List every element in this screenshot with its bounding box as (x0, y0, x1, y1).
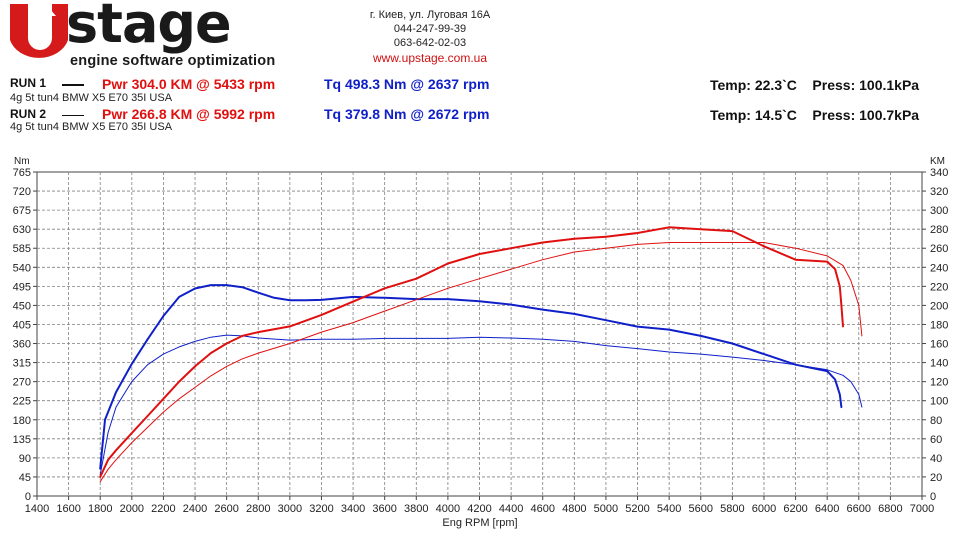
phone-1: 044-247-99-39 (393, 23, 467, 35)
phone-2: 063-642-02-03 (393, 37, 467, 49)
y-left-tick-label: 225 (13, 396, 31, 408)
y-right-tick-label: 260 (930, 243, 948, 255)
y-right-tick-label: 20 (930, 472, 942, 484)
y-left-tick-label: 90 (19, 453, 31, 465)
y-left-tick-label: 315 (13, 358, 31, 370)
y-left-tick-label: 675 (13, 205, 31, 217)
y-right-tick-label: 240 (930, 262, 948, 274)
run-1-label: RUN 1 (10, 76, 47, 90)
run-2-power: Pwr 266.8 KM @ 5992 rpm (102, 106, 276, 122)
y-left-tick-label: 270 (13, 377, 31, 389)
y-right-tick-label: 80 (930, 415, 942, 427)
y-right-tick-label: 40 (930, 453, 942, 465)
logo-u-arrow-icon (10, 2, 68, 58)
x-tick-label: 4800 (562, 503, 586, 515)
y-left-tick-label: 765 (13, 167, 31, 179)
run-1-line-sample (62, 84, 84, 86)
run-2-line-sample (62, 115, 84, 116)
x-tick-label: 3400 (341, 503, 365, 515)
y-right-tick-label: 220 (930, 281, 948, 293)
y-right-tick-label: 100 (930, 396, 948, 408)
y-left-tick-label: 495 (13, 281, 31, 293)
x-tick-label: 4200 (467, 503, 491, 515)
y-left-tick-label: 135 (13, 434, 31, 446)
x-tick-label: 6600 (847, 503, 871, 515)
contact-block: г. Киев, ул. Луговая 16А 044-247-99-39 0… (330, 8, 530, 65)
address: г. Киев, ул. Луговая 16А (369, 9, 491, 21)
y-left-unit: Nm (14, 156, 30, 167)
series-line-run-1-pwr (99, 226, 844, 478)
y-left-tick-label: 45 (19, 472, 31, 484)
x-tick-label: 7000 (910, 503, 934, 515)
upstage-logo: stage engine software optimization (4, 0, 304, 74)
logo-wordmark: stage (66, 0, 232, 55)
y-left-tick-label: 360 (13, 339, 31, 351)
run-1-torque: Tq 498.3 Nm @ 2637 rpm (324, 76, 490, 92)
x-tick-label: 1400 (25, 503, 49, 515)
y-right-tick-label: 340 (930, 167, 948, 179)
series-line-run-2-pwr (99, 242, 863, 483)
x-tick-label: 1800 (88, 503, 112, 515)
y-right-tick-label: 140 (930, 358, 948, 370)
x-tick-label: 5400 (657, 503, 681, 515)
y-right-tick-label: 180 (930, 319, 948, 331)
x-tick-label: 5800 (720, 503, 744, 515)
y-right-tick-label: 280 (930, 224, 948, 236)
x-tick-label: 6000 (752, 503, 776, 515)
x-tick-label: 4000 (436, 503, 460, 515)
x-tick-label: 2400 (183, 503, 207, 515)
x-tick-label: 2000 (120, 503, 144, 515)
y-right-tick-label: 200 (930, 300, 948, 312)
x-tick-label: 3800 (404, 503, 428, 515)
x-tick-label: 6800 (878, 503, 902, 515)
run-1-power: Pwr 304.0 KM @ 5433 rpm (102, 76, 276, 92)
y-right-tick-label: 120 (930, 377, 948, 389)
run-1-description: 4g 5t tun4 BMW X5 E70 35I USA (10, 92, 173, 104)
x-tick-label: 3000 (278, 503, 302, 515)
run-1-conditions: Temp: 22.3`C Press: 100.1kPa (710, 77, 920, 93)
grid (36, 171, 923, 497)
y-right-tick-label: 300 (930, 205, 948, 217)
x-tick-label: 3600 (372, 503, 396, 515)
x-tick-label: 6200 (783, 503, 807, 515)
x-tick-label: 5000 (594, 503, 618, 515)
series (99, 226, 863, 483)
x-tick-label: 2600 (214, 503, 238, 515)
x-tick-label: 3200 (309, 503, 333, 515)
x-tick-label: 2800 (246, 503, 270, 515)
series-line-run-2-tq (99, 334, 863, 476)
logo-tagline: engine software optimization (70, 53, 276, 69)
x-tick-label: 5600 (689, 503, 713, 515)
website-link[interactable]: www.upstage.com.ua (372, 51, 488, 65)
x-tick-label: 1600 (56, 503, 80, 515)
x-tick-label: 4600 (530, 503, 554, 515)
x-tick-label: 5200 (625, 503, 649, 515)
axis-ticks: 1400 1600 1800 2000 2200 2400 2600 2800 3000 3200… (13, 167, 949, 515)
y-right-unit: KM (930, 156, 945, 167)
series-line-run-1-tq (99, 284, 843, 470)
x-axis-label: Eng RPM [rpm] (442, 517, 517, 529)
y-left-tick-label: 585 (13, 243, 31, 255)
run-2-description: 4g 5t tun4 BMW X5 E70 35I USA (10, 121, 173, 133)
y-right-tick-label: 160 (930, 339, 948, 351)
x-tick-label: 6400 (815, 503, 839, 515)
y-left-tick-label: 405 (13, 319, 31, 331)
y-left-tick-label: 720 (13, 186, 31, 198)
y-right-tick-label: 320 (930, 186, 948, 198)
y-right-tick-label: 0 (930, 491, 936, 503)
x-tick-label: 2200 (151, 503, 175, 515)
run-2-label: RUN 2 (10, 107, 47, 121)
y-left-tick-label: 540 (13, 262, 31, 274)
run-2-torque: Tq 379.8 Nm @ 2672 rpm (324, 106, 490, 122)
y-left-tick-label: 180 (13, 415, 31, 427)
run-2-conditions: Temp: 14.5`C Press: 100.7kPa (710, 107, 920, 123)
y-left-tick-label: 0 (25, 491, 31, 503)
x-tick-label: 4400 (499, 503, 523, 515)
y-left-tick-label: 630 (13, 224, 31, 236)
y-left-tick-label: 450 (13, 300, 31, 312)
y-right-tick-label: 60 (930, 434, 942, 446)
